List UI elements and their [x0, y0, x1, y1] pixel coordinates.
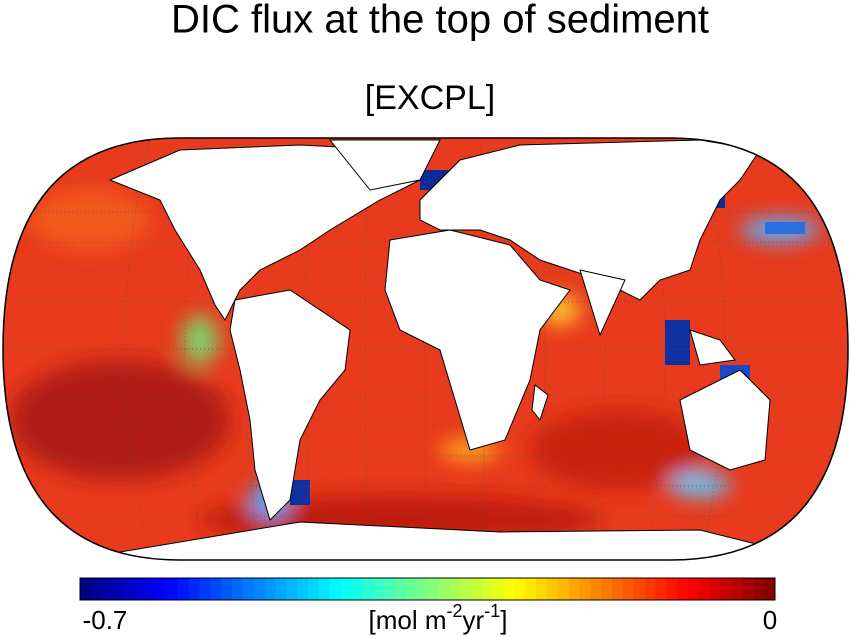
colorbar-swatch — [688, 578, 700, 600]
colorbar-swatch — [612, 578, 624, 600]
colorbar-swatch — [166, 578, 179, 600]
colorbar-swatch — [449, 578, 461, 600]
colorbar-swatch — [579, 578, 591, 600]
colorbar-swatch — [210, 578, 222, 600]
colorbar-swatch — [416, 578, 428, 600]
colorbar-swatch — [90, 578, 103, 600]
colorbar-swatch — [720, 578, 733, 600]
colorbar-swatch — [329, 578, 342, 600]
colorbar-swatch — [633, 578, 646, 600]
colorbar-swatch — [525, 578, 537, 600]
colorbar-swatch — [232, 578, 244, 600]
colorbar-swatch — [503, 578, 515, 600]
colorbar-swatch — [742, 578, 754, 600]
colorbar-swatch — [601, 578, 613, 600]
colorbar-swatch — [351, 578, 363, 600]
colorbar-swatch — [286, 578, 298, 600]
colorbar-swatch — [460, 578, 472, 600]
units-part: ] — [500, 605, 507, 635]
colorbar-swatch — [177, 578, 190, 600]
units-part: [mol m — [369, 605, 447, 635]
colorbar-swatch — [405, 578, 418, 600]
colorbar-swatch — [677, 578, 689, 600]
colorbar-swatch — [438, 578, 450, 600]
colorbar-swatch — [731, 578, 743, 600]
colorbar-swatch — [590, 578, 602, 600]
colorbar-swatch — [264, 578, 276, 600]
flux-pattern — [10, 190, 820, 545]
colorbar-swatch — [546, 578, 559, 600]
units-part: yr — [463, 605, 485, 635]
colorbar-swatch — [492, 578, 505, 600]
colorbar — [80, 578, 776, 600]
colorbar-units: [mol m-2yr-1] — [369, 601, 508, 635]
colorbar-swatch — [275, 578, 287, 600]
map-frame — [2, 137, 849, 561]
colorbar-swatch — [394, 578, 407, 600]
subtitle: [EXCPL] — [365, 79, 495, 117]
colorbar-swatch — [308, 578, 320, 600]
colorbar-swatch — [427, 578, 439, 600]
colorbar-tick-label: -0.7 — [83, 605, 128, 635]
title: DIC flux at the top of sediment — [171, 0, 709, 42]
map — [3, 138, 848, 560]
units-exponent: -2 — [447, 601, 463, 621]
colorbar-swatch — [709, 578, 722, 600]
colorbar-swatch — [123, 578, 135, 600]
colorbar-swatch — [666, 578, 678, 600]
colorbar-swatch — [698, 578, 711, 600]
colorbar-swatch — [753, 578, 765, 600]
colorbar-swatch — [242, 578, 255, 600]
colorbar-swatch — [145, 578, 157, 600]
colorbar-swatch — [644, 578, 657, 600]
colorbar-swatch — [655, 578, 667, 600]
colorbar-swatch — [80, 578, 92, 600]
colorbar-swatch — [622, 578, 635, 600]
colorbar-swatch — [112, 578, 124, 600]
colorbar-swatch — [188, 578, 200, 600]
colorbar-swatch — [568, 578, 581, 600]
colorbar-frame — [79, 577, 776, 601]
colorbar-swatch — [470, 578, 483, 600]
colorbar-swatch — [134, 578, 146, 600]
colorbar-swatch — [340, 578, 352, 600]
colorbar-swatch — [514, 578, 526, 600]
continents — [108, 139, 781, 560]
colorbar-swatch — [156, 578, 168, 600]
colorbar-swatch — [362, 578, 374, 600]
colorbar-swatch — [253, 578, 266, 600]
colorbar-swatch — [199, 578, 211, 600]
colorbar-swatch — [384, 578, 396, 600]
colorbar-swatch — [101, 578, 114, 600]
colorbar-swatch — [373, 578, 385, 600]
colorbar-swatch — [557, 578, 570, 600]
colorbar-tick-label: 0 — [763, 605, 777, 635]
colorbar-swatch — [536, 578, 548, 600]
colorbar-swatch — [297, 578, 309, 600]
colorbar-swatch — [481, 578, 494, 600]
colorbar-swatch — [318, 578, 331, 600]
colorbar-swatch — [221, 578, 233, 600]
units-exponent: -1 — [484, 601, 500, 621]
colorbar-swatch — [764, 578, 776, 600]
